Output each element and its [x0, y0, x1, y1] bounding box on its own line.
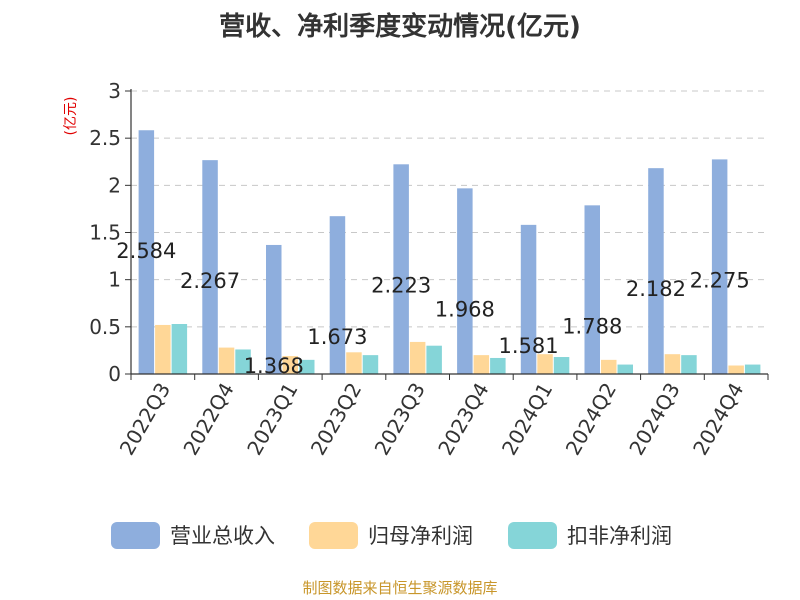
bar: [681, 355, 697, 374]
bar: [218, 347, 235, 374]
legend-label: 扣非净利润: [567, 524, 672, 548]
data-label: 2.267: [180, 269, 240, 293]
y-tick-label: 0.5: [89, 315, 121, 339]
bar: [584, 205, 600, 374]
x-tick-label: 2024Q4: [688, 379, 748, 460]
source-note: 制图数据来自恒生聚源数据库: [302, 579, 498, 597]
bar: [362, 355, 379, 374]
data-label: 1.968: [435, 297, 495, 321]
bar: [409, 341, 426, 374]
data-label: 1.368: [244, 354, 304, 378]
bar: [329, 216, 346, 374]
data-label: 2.275: [690, 268, 750, 292]
bar: [299, 359, 315, 374]
bar: [520, 224, 537, 374]
x-tick-label: 2023Q1: [242, 379, 302, 460]
y-tick-label: 1: [108, 268, 121, 292]
x-tick-label: 2023Q3: [370, 379, 430, 460]
data-label: 1.581: [498, 334, 558, 358]
data-label: 2.584: [116, 239, 176, 263]
data-label: 1.673: [307, 325, 367, 349]
bar: [648, 168, 664, 374]
bar: [537, 354, 553, 374]
bar: [664, 354, 681, 374]
legend-swatch: [508, 522, 557, 549]
bar: [346, 352, 362, 374]
chart-title: 营收、净利季度变动情况(亿元): [219, 12, 581, 42]
bar: [617, 364, 633, 374]
y-tick-label: 1.5: [89, 221, 121, 245]
bar: [393, 164, 409, 374]
legend: 营业总收入 归母净利润 扣非净利润: [111, 522, 672, 549]
data-label: 2.182: [626, 277, 686, 301]
bar: [235, 349, 251, 374]
x-tick-label: 2022Q3: [115, 379, 175, 460]
y-axis-label: (亿元): [63, 97, 79, 136]
bar: [155, 324, 171, 374]
bar: [601, 359, 617, 374]
x-tick-label: 2024Q3: [624, 379, 684, 460]
bar: [490, 357, 506, 374]
bar: [426, 345, 442, 374]
bar: [553, 357, 570, 374]
bar: [282, 356, 298, 374]
y-tick-label: 2: [108, 173, 121, 197]
legend-swatch: [111, 522, 160, 549]
x-tick-label: 2024Q2: [561, 379, 621, 460]
y-tick-label: 3: [108, 79, 121, 103]
bar: [202, 160, 218, 374]
y-tick-label: 0: [108, 362, 121, 386]
data-label: 1.788: [562, 314, 622, 338]
bar: [266, 244, 282, 374]
y-tick-label: 2.5: [89, 126, 121, 150]
bar: [728, 365, 744, 374]
bar: [457, 188, 473, 374]
x-tick-label: 2023Q2: [306, 379, 366, 460]
bars: [138, 130, 761, 374]
bar: [473, 355, 490, 374]
bar: [744, 364, 761, 374]
bar: [138, 130, 155, 374]
x-tick-label: 2023Q4: [433, 379, 493, 460]
x-tick-label: 2022Q4: [178, 379, 238, 460]
bar: [711, 159, 728, 374]
x-tick-label: 2024Q1: [497, 379, 557, 460]
legend-label: 营业总收入: [170, 524, 275, 548]
data-label: 2.223: [371, 273, 431, 297]
legend-label: 归母净利润: [368, 524, 473, 548]
bar: [171, 324, 188, 374]
legend-swatch: [309, 522, 358, 549]
